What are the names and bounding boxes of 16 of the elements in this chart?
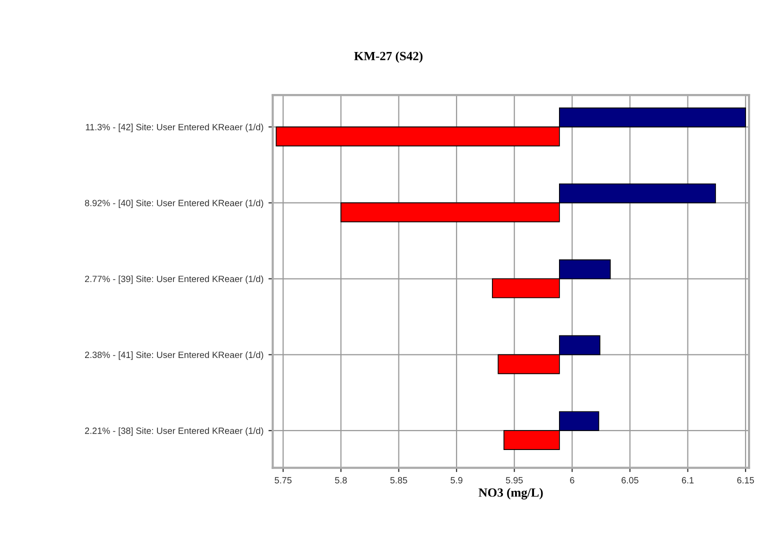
x-tick-label: 5.85 <box>390 477 408 484</box>
x-tick-label: 5.9 <box>450 477 462 484</box>
x-tick-label: 5.8 <box>335 477 347 484</box>
y-tick-label: 2.21% - [38] Site: User Entered KReaer (1/d) <box>85 427 264 436</box>
y-tick-label: 2.38% - [41] Site: User Entered KReaer (1/d) <box>85 351 264 360</box>
x-tick-label: 5.75 <box>274 477 292 484</box>
x-tick-label: 6 <box>570 477 574 484</box>
x-tick-label: 6.05 <box>622 477 638 484</box>
x-axis-title: NO3 (mg/L) <box>478 488 543 500</box>
x-tick-label: 5.95 <box>506 477 523 484</box>
y-tick-label: 2.77% - [39] Site: User Entered KReaer (1/d) <box>85 275 264 284</box>
x-tick-label: 6.1 <box>682 477 694 484</box>
y-tick-label: 8.92% - [40] Site: User Entered KReaer (1/d) <box>84 200 264 208</box>
y-tick-label: 11.3% - [42] Site: User Entered KReaer (1/d) <box>86 124 264 132</box>
x-tick-label: 6.15 <box>737 477 754 484</box>
chart-title: KM-27 (S42) <box>354 51 422 63</box>
